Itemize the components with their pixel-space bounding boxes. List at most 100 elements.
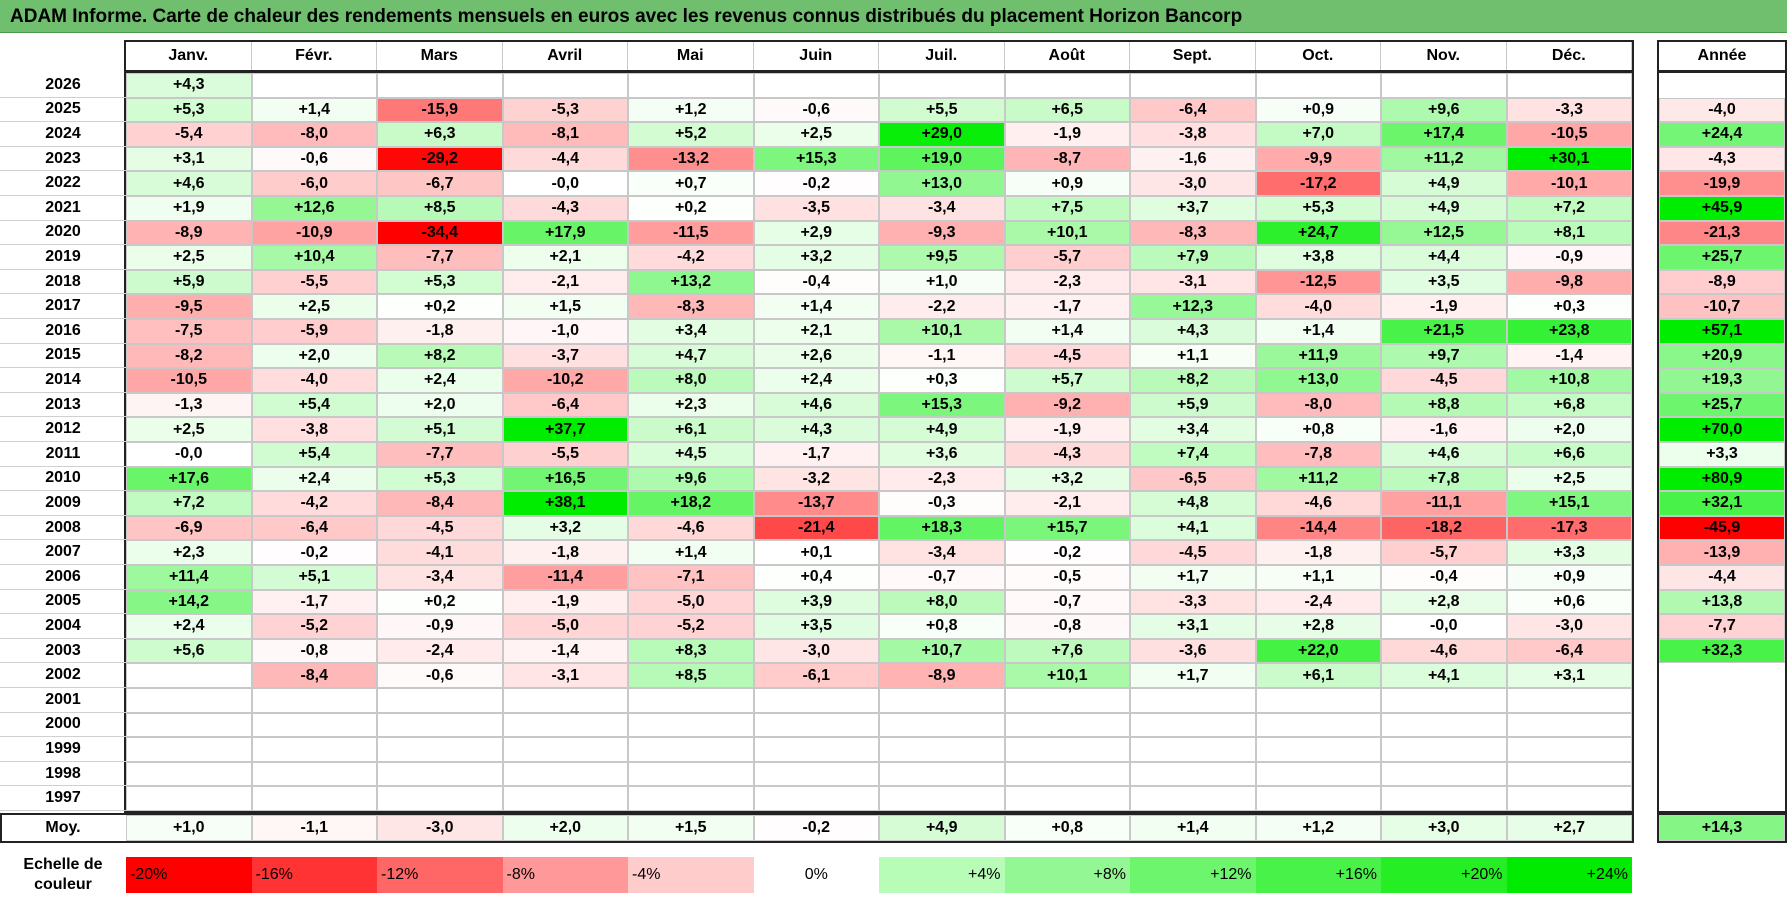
heatmap-cell: +3,2 bbox=[502, 515, 628, 541]
annual-cell: -13,9 bbox=[1659, 540, 1785, 565]
annual-cell: +25,7 bbox=[1659, 392, 1785, 418]
heatmap-cell bbox=[1130, 786, 1256, 811]
heatmap-cell: -7,5 bbox=[126, 319, 252, 344]
heatmap-cell bbox=[1255, 737, 1381, 762]
heatmap-cell bbox=[1506, 737, 1632, 762]
heatmap-cell: -11,1 bbox=[1381, 491, 1507, 516]
heatmap-cell: -5,3 bbox=[502, 97, 628, 123]
average-cell: +1,2 bbox=[1255, 815, 1381, 841]
heatmap-cell: +0,9 bbox=[1506, 565, 1632, 590]
heatmap-cell: +2,4 bbox=[753, 368, 879, 393]
heatmap-cell: +1,4 bbox=[251, 97, 377, 123]
year-label: 2017 bbox=[0, 294, 126, 319]
heatmap-cell bbox=[753, 761, 879, 787]
heatmap-cell: -5,9 bbox=[251, 319, 377, 344]
heatmap-cell: -0,4 bbox=[1381, 565, 1507, 590]
heatmap-cell: -8,0 bbox=[1255, 392, 1381, 418]
heatmap-cell: +0,3 bbox=[1506, 294, 1632, 319]
heatmap-cell: +3,4 bbox=[628, 319, 754, 344]
heatmap-cell bbox=[1255, 688, 1381, 713]
heatmap-cell bbox=[1004, 761, 1130, 787]
heatmap-cell: +10,4 bbox=[251, 245, 377, 270]
heatmap-cell: +6,3 bbox=[377, 122, 503, 147]
annual-cell: +80,9 bbox=[1659, 466, 1785, 492]
average-cell: +1,5 bbox=[628, 815, 754, 841]
heatmap-cell: -1,0 bbox=[502, 319, 628, 344]
heatmap-cell bbox=[1255, 712, 1381, 738]
heatmap-cell: -18,2 bbox=[1381, 515, 1507, 541]
heatmap-cell: +30,1 bbox=[1506, 146, 1632, 172]
heatmap-cell bbox=[879, 761, 1005, 787]
heatmap-cell: -10,2 bbox=[502, 368, 628, 393]
heatmap-cell: +0,9 bbox=[1004, 171, 1130, 196]
heatmap-cell: -1,4 bbox=[502, 638, 628, 664]
heatmap-cell bbox=[1506, 761, 1632, 787]
heatmap-cell: -14,4 bbox=[1255, 515, 1381, 541]
heatmap-cell: -1,9 bbox=[1381, 294, 1507, 319]
annual-cell: +70,0 bbox=[1659, 417, 1785, 442]
heatmap-cell: +0,2 bbox=[628, 196, 754, 221]
heatmap-cell: +12,6 bbox=[251, 196, 377, 221]
heatmap-cell: +4,8 bbox=[1130, 491, 1256, 516]
heatmap-cell bbox=[1381, 712, 1507, 738]
heatmap-cell: +3,1 bbox=[1506, 663, 1632, 688]
heatmap-cell: -8,4 bbox=[251, 663, 377, 688]
heatmap-cell: +0,9 bbox=[1255, 97, 1381, 123]
month-header-4: Avril bbox=[503, 42, 628, 70]
heatmap-cell: -9,8 bbox=[1506, 269, 1632, 295]
heatmap-cell: +2,5 bbox=[126, 245, 252, 270]
heatmap-cell bbox=[251, 761, 377, 787]
average-cell: -3,0 bbox=[377, 815, 503, 841]
year-label: 2020 bbox=[0, 221, 126, 246]
heatmap-cell: +0,4 bbox=[753, 565, 879, 590]
month-header-10: Oct. bbox=[1256, 42, 1381, 70]
heatmap-cell: +4,6 bbox=[126, 171, 252, 196]
heatmap-cell bbox=[1381, 737, 1507, 762]
heatmap-cell: -2,4 bbox=[377, 638, 503, 664]
heatmap-cell: -0,5 bbox=[1004, 565, 1130, 590]
heatmap-cell: +3,4 bbox=[1130, 417, 1256, 442]
heatmap-cell: +0,1 bbox=[753, 540, 879, 565]
heatmap-cell: +18,3 bbox=[879, 515, 1005, 541]
heatmap-cell: +5,9 bbox=[1130, 392, 1256, 418]
heatmap-cell bbox=[377, 73, 503, 98]
month-header-2: Févr. bbox=[252, 42, 377, 70]
heatmap-cell bbox=[1130, 73, 1256, 98]
heatmap-cell: +2,3 bbox=[628, 392, 754, 418]
heatmap-cell bbox=[753, 688, 879, 713]
average-row-frame bbox=[0, 813, 1634, 843]
heatmap-cell: +4,9 bbox=[879, 417, 1005, 442]
heatmap-cell: +5,1 bbox=[251, 565, 377, 590]
heatmap-cell bbox=[879, 73, 1005, 98]
heatmap-cell: -4,4 bbox=[502, 146, 628, 172]
heatmap-cell: +10,1 bbox=[879, 319, 1005, 344]
heatmap-cell: +15,7 bbox=[1004, 515, 1130, 541]
heatmap-cell: +1,7 bbox=[1130, 663, 1256, 688]
color-scale-stop: -16% bbox=[251, 857, 377, 893]
heatmap-cell: -10,5 bbox=[126, 368, 252, 393]
heatmap-cell bbox=[1506, 73, 1632, 98]
year-label: 2022 bbox=[0, 171, 126, 196]
average-cell: +3,0 bbox=[1381, 815, 1507, 841]
heatmap-cell bbox=[1130, 761, 1256, 787]
heatmap-cell: -3,2 bbox=[753, 466, 879, 492]
heatmap-cell: +12,5 bbox=[1381, 220, 1507, 246]
heatmap-cell: +8,3 bbox=[628, 638, 754, 664]
heatmap-cell: -3,1 bbox=[1130, 269, 1256, 295]
heatmap-cell: -8,7 bbox=[1004, 146, 1130, 172]
heatmap-cell: -1,7 bbox=[1004, 294, 1130, 319]
heatmap-cell: -5,0 bbox=[628, 589, 754, 615]
average-cell: -1,1 bbox=[251, 815, 377, 841]
heatmap-cell: +5,2 bbox=[628, 122, 754, 147]
heatmap-cell: -3,0 bbox=[753, 638, 879, 664]
heatmap-cell: +19,0 bbox=[879, 146, 1005, 172]
heatmap-cell: +2,5 bbox=[251, 294, 377, 319]
color-scale-stop: -4% bbox=[628, 857, 754, 893]
heatmap-cell: +6,1 bbox=[628, 417, 754, 442]
heatmap-cell: -4,6 bbox=[1381, 638, 1507, 664]
heatmap-cell: -3,8 bbox=[1130, 122, 1256, 147]
average-cell: +4,9 bbox=[879, 815, 1005, 841]
annual-cell: +13,8 bbox=[1659, 589, 1785, 615]
color-scale-stop: -20% bbox=[126, 857, 252, 893]
heatmap-cell bbox=[628, 737, 754, 762]
